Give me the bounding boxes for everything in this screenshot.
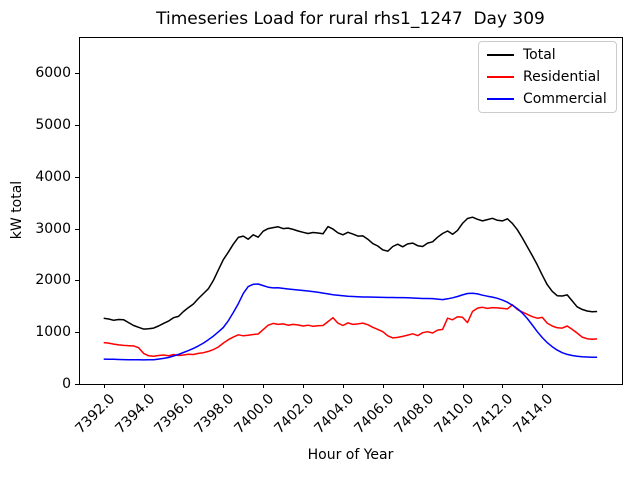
legend-item-commercial: Commercial [479, 88, 616, 110]
legend: Total Residential Commercial [478, 41, 617, 113]
total-line [103, 216, 598, 330]
y-tick-label: 2000 [35, 272, 71, 289]
legend-item-total: Total [479, 44, 616, 66]
legend-label-commercial: Commercial [523, 91, 607, 107]
legend-item-residential: Residential [479, 66, 616, 88]
legend-label-total: Total [523, 47, 556, 63]
commercial-line-swatch [487, 98, 514, 100]
y-tick-label: 6000 [35, 65, 71, 82]
residential-line-swatch [487, 76, 514, 78]
residential-line [103, 304, 598, 358]
y-tick-label: 1000 [35, 324, 71, 341]
axes-spines [79, 37, 623, 385]
y-tick-label: 4000 [35, 168, 71, 185]
legend-label-residential: Residential [523, 69, 601, 85]
y-tick-label: 5000 [35, 117, 71, 134]
chart-title: Timeseries Load for rural rhs1_1247 Day … [156, 9, 545, 29]
y-tick-label: 0 [62, 376, 71, 392]
commercial-line [103, 283, 598, 361]
y-tick-label: 3000 [35, 220, 71, 237]
total-line-swatch [487, 54, 514, 56]
x-axis-label: Hour of Year [307, 447, 394, 463]
